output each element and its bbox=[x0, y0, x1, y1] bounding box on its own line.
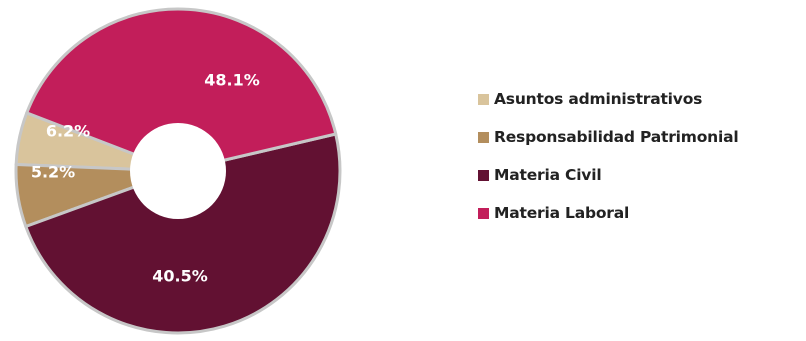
legend-item-materia-laboral: Materia Laboral bbox=[478, 202, 739, 224]
slice-label: 48.1% bbox=[204, 71, 260, 90]
slice-label: 5.2% bbox=[31, 163, 75, 182]
chart-legend: Asuntos administrativos Responsabilidad … bbox=[478, 88, 739, 240]
legend-label: Materia Civil bbox=[494, 166, 602, 184]
slice-materia-civil bbox=[24, 132, 342, 335]
slice-label: 6.2% bbox=[46, 122, 90, 141]
slice-materia-laboral bbox=[25, 7, 338, 173]
legend-label: Asuntos administrativos bbox=[494, 90, 703, 108]
legend-swatch bbox=[478, 131, 489, 143]
legend-item-asuntos-administrativos: Asuntos administrativos bbox=[478, 88, 739, 110]
legend-item-responsabilidad-patrimonial: Responsabilidad Patrimonial bbox=[478, 126, 739, 148]
slice-label: 40.5% bbox=[152, 267, 208, 286]
chart-slice-labels: 5.2% 6.2% 48.1% 40.5% bbox=[31, 71, 260, 286]
legend-label: Responsabilidad Patrimonial bbox=[494, 128, 739, 146]
legend-swatch bbox=[478, 207, 489, 219]
legend-swatch bbox=[478, 93, 489, 105]
legend-swatch bbox=[478, 169, 489, 181]
legend-label: Materia Laboral bbox=[494, 204, 630, 222]
donut-hole bbox=[130, 123, 226, 219]
legend-item-materia-civil: Materia Civil bbox=[478, 164, 739, 186]
